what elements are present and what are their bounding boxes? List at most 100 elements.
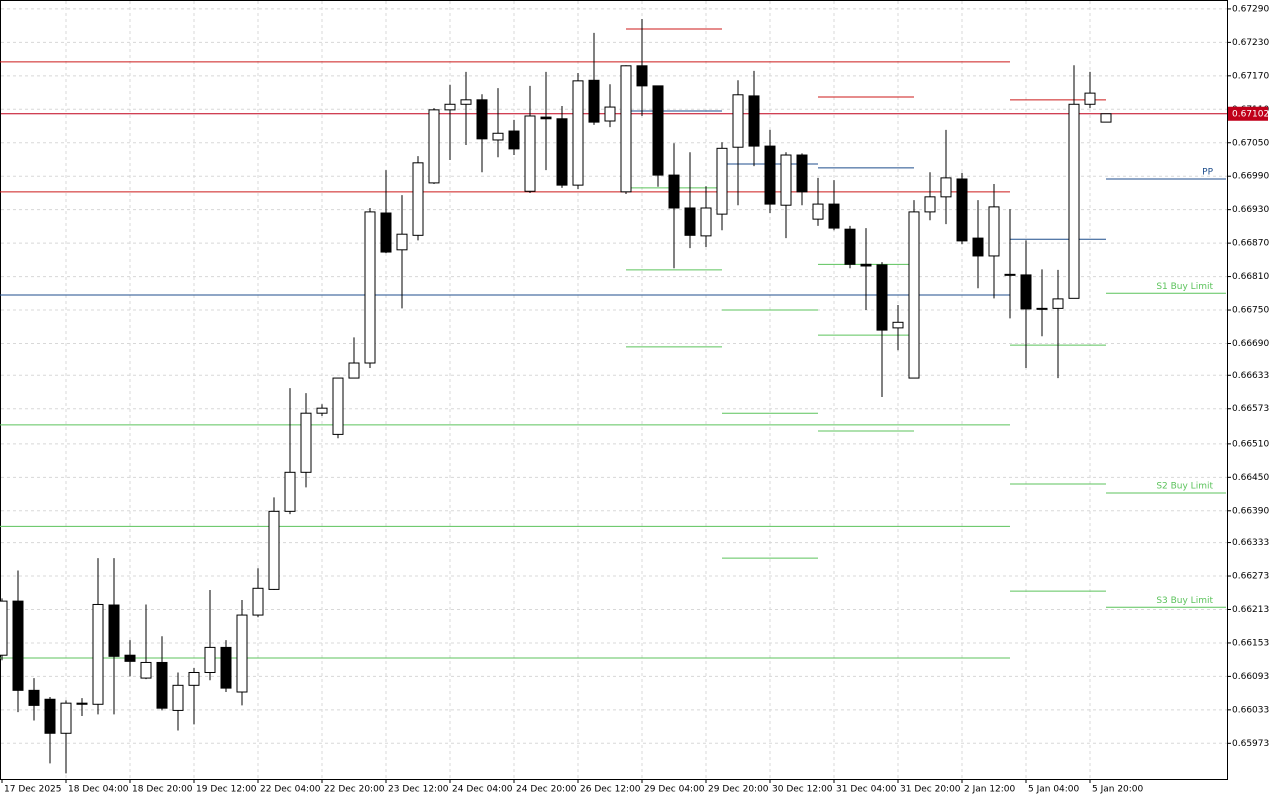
candle-body <box>1052 298 1064 309</box>
x-tick-label: 30 Dec 12:00 <box>772 785 833 795</box>
candle-body <box>188 671 200 686</box>
candle-body <box>268 510 280 590</box>
candle-body <box>636 65 648 87</box>
candle-body <box>28 689 40 706</box>
candle-body <box>524 115 536 192</box>
candle-body <box>1084 92 1096 105</box>
candle-body <box>540 116 552 120</box>
candle-body <box>428 109 440 184</box>
candle-body <box>556 118 568 186</box>
x-tick-label: 23 Dec 12:00 <box>388 785 449 795</box>
candle-body <box>972 237 984 257</box>
candle-body <box>892 321 904 329</box>
candle-body <box>252 587 264 616</box>
candle-body <box>124 654 136 662</box>
y-tick-label: 0.66510 <box>1232 439 1269 449</box>
candle-body <box>1100 113 1112 123</box>
y-tick-label: 0.66990 <box>1232 172 1269 182</box>
level-label: PP <box>1202 167 1213 177</box>
x-tick-label: 31 Dec 04:00 <box>836 785 897 795</box>
x-tick-label: 29 Dec 20:00 <box>708 785 769 795</box>
candle-body <box>812 203 824 220</box>
y-tick-label: 0.67290 <box>1232 4 1269 14</box>
y-tick-label: 0.66390 <box>1232 506 1269 516</box>
y-tick-label: 0.66093 <box>1232 672 1269 682</box>
candle-body <box>348 362 360 379</box>
y-tick-label: 0.67050 <box>1232 138 1269 148</box>
x-tick-label: 5 Jan 04:00 <box>1028 785 1080 795</box>
y-tick-label: 0.66930 <box>1232 205 1269 215</box>
candle-body <box>1020 274 1032 310</box>
candle-body <box>1068 103 1080 299</box>
candle-body <box>156 661 168 709</box>
candle-body <box>716 147 728 215</box>
candle-body <box>684 207 696 236</box>
y-tick-label: 0.67170 <box>1232 71 1269 81</box>
level-label: S2 Buy Limit <box>1156 481 1213 491</box>
x-tick-label: 24 Dec 04:00 <box>452 785 513 795</box>
candle-body <box>940 177 952 198</box>
candle-body <box>796 154 808 193</box>
y-tick-label: 0.66333 <box>1232 538 1269 548</box>
x-tick-label: 2 Jan 12:00 <box>964 785 1016 795</box>
candle-body <box>956 178 968 242</box>
candle-body <box>876 264 888 331</box>
candle-body <box>380 212 392 253</box>
x-tick-label: 22 Dec 04:00 <box>260 785 321 795</box>
candle-body <box>444 103 456 111</box>
candle-body <box>60 702 72 734</box>
candle-body <box>284 471 296 512</box>
candle-body <box>332 377 344 435</box>
candle-body <box>396 233 408 251</box>
candle-body <box>412 162 424 236</box>
x-tick-label: 22 Dec 20:00 <box>324 785 385 795</box>
candle-body <box>652 85 664 176</box>
x-tick-label: 31 Dec 20:00 <box>900 785 961 795</box>
x-tick-label: 26 Dec 12:00 <box>580 785 641 795</box>
x-tick-label: 17 Dec 2025 <box>4 785 62 795</box>
candle-body <box>668 174 680 209</box>
y-tick-label: 0.66573 <box>1232 404 1269 414</box>
level-label: S1 Buy Limit <box>1156 282 1213 292</box>
candle-body <box>700 207 712 237</box>
y-tick-label: 0.66153 <box>1232 638 1269 648</box>
last-price-tag <box>1228 106 1268 121</box>
candle-body <box>316 407 328 414</box>
candle-body <box>988 206 1000 257</box>
candle-body <box>236 614 248 693</box>
candle-body <box>364 211 376 364</box>
candle-body <box>1036 307 1048 310</box>
candle-body <box>476 99 488 140</box>
candle-body <box>908 211 920 379</box>
candle-body <box>620 65 632 193</box>
x-tick-label: 29 Dec 04:00 <box>644 785 705 795</box>
candle-body <box>44 698 56 734</box>
candle-body <box>108 604 120 657</box>
candle-body <box>1004 273 1016 276</box>
candle-body <box>460 99 472 105</box>
level-label: S3 Buy Limit <box>1156 596 1213 606</box>
y-tick-label: 0.65973 <box>1232 739 1269 749</box>
last-price-label: 0.67102 <box>1232 109 1269 119</box>
candle-body <box>924 196 936 213</box>
y-tick-label: 0.66750 <box>1232 306 1269 316</box>
y-tick-label: 0.66810 <box>1232 272 1269 282</box>
candle-body <box>828 203 840 229</box>
candle-body <box>732 94 744 148</box>
candle-body <box>220 646 232 689</box>
candle-body <box>140 661 152 679</box>
candle-body <box>572 80 584 186</box>
candle-body <box>172 684 184 711</box>
candle-body <box>748 95 760 147</box>
y-tick-label: 0.66273 <box>1232 572 1269 582</box>
candle-body <box>588 79 600 123</box>
x-tick-label: 18 Dec 20:00 <box>132 785 193 795</box>
candle-body <box>76 702 88 705</box>
candle-body <box>780 154 792 206</box>
y-tick-label: 0.66213 <box>1232 605 1269 615</box>
x-tick-label: 18 Dec 04:00 <box>68 785 129 795</box>
candle-body <box>604 106 616 122</box>
y-tick-label: 0.67230 <box>1232 38 1269 48</box>
